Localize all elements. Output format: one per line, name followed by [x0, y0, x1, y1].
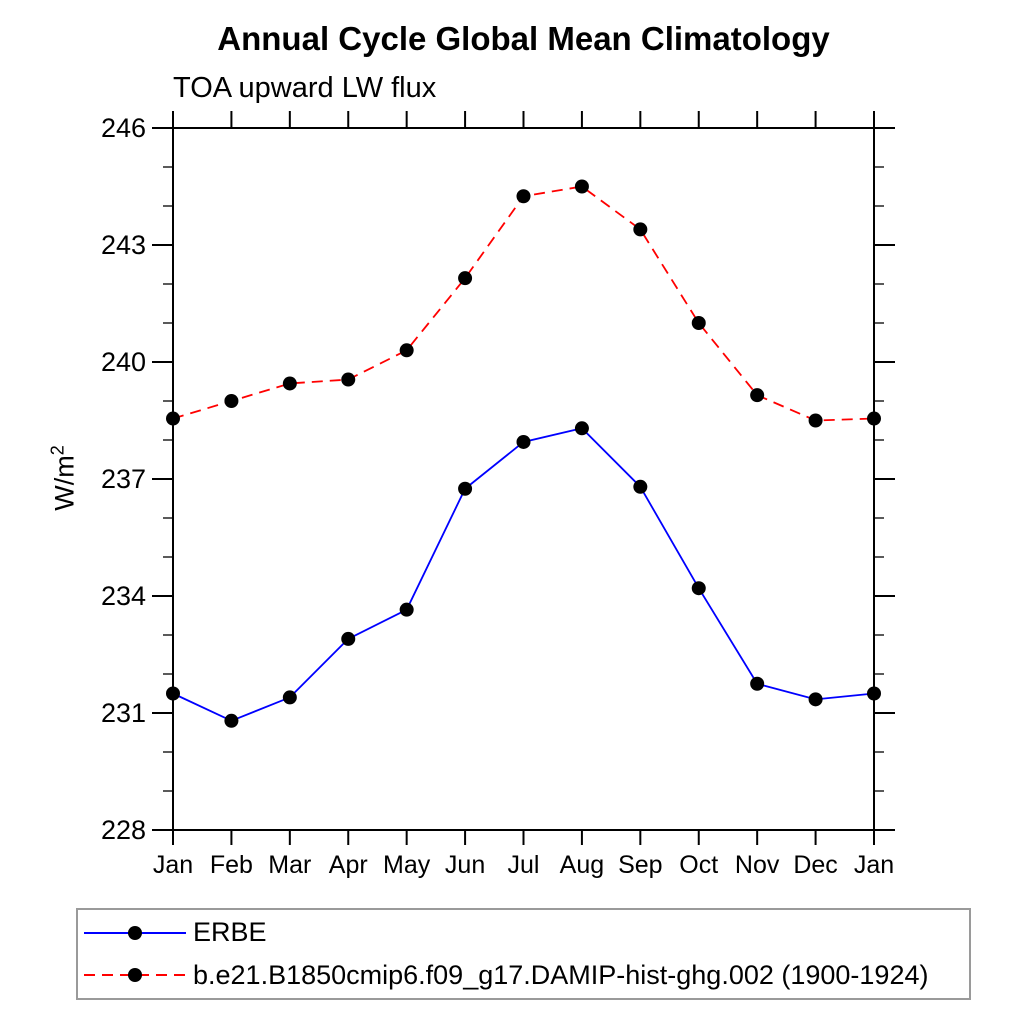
legend-dashed-line-sample — [84, 968, 186, 983]
legend-solid-line-sample — [84, 925, 186, 940]
data-point-damip-hist-ghg — [516, 189, 531, 204]
x-tick-label: Jan — [153, 851, 193, 879]
y-tick-label: 246 — [101, 113, 146, 143]
data-point-erbe — [574, 421, 589, 436]
data-point-erbe — [867, 686, 881, 701]
data-point-damip-hist-ghg — [574, 179, 589, 194]
x-tick-label: Jan — [854, 851, 894, 879]
x-tick-label: Sep — [618, 851, 662, 879]
y-tick-label: 243 — [101, 230, 146, 260]
legend-entry-damip-hist-ghg: b.e21.B1850cmip6.f09_g17.DAMIP-hist-ghg.… — [78, 955, 969, 995]
x-tick-label: Apr — [329, 851, 368, 879]
data-point-damip-hist-ghg — [808, 413, 823, 428]
data-point-damip-hist-ghg — [166, 411, 180, 426]
data-point-erbe — [399, 602, 414, 617]
x-tick-label: Jun — [445, 851, 485, 879]
x-tick-label: Oct — [679, 851, 718, 879]
y-tick-label: 240 — [101, 347, 146, 377]
data-point-damip-hist-ghg — [867, 411, 881, 426]
legend-marker-dot — [128, 925, 142, 940]
x-tick-label: Dec — [793, 851, 837, 879]
data-point-erbe — [224, 713, 239, 728]
data-point-erbe — [166, 686, 180, 701]
x-tick-label: Mar — [268, 851, 311, 879]
series-line-erbe — [172, 427, 875, 722]
data-point-erbe — [341, 631, 356, 646]
x-tick-label: Nov — [735, 851, 780, 879]
data-point-erbe — [516, 434, 531, 449]
legend-label-damip-hist-ghg: b.e21.B1850cmip6.f09_g17.DAMIP-hist-ghg.… — [193, 959, 929, 990]
plot-frame — [172, 127, 875, 831]
x-tick-label: May — [383, 851, 431, 879]
y-tick-label: 237 — [101, 464, 146, 494]
legend-entry-erbe: ERBE — [78, 913, 969, 953]
series-line-damip-hist-ghg — [172, 185, 875, 422]
x-tick-label: Feb — [210, 851, 253, 879]
data-point-damip-hist-ghg — [633, 222, 648, 237]
chart-subtitle: TOA upward LW flux — [173, 72, 437, 104]
legend-marker-dot — [128, 968, 142, 983]
data-point-erbe — [691, 581, 706, 596]
data-point-damip-hist-ghg — [750, 388, 765, 403]
chart-title: Annual Cycle Global Mean Climatology — [217, 20, 830, 57]
legend-label-erbe: ERBE — [193, 917, 267, 948]
data-point-erbe — [282, 690, 297, 705]
y-tick-label: 231 — [101, 698, 146, 728]
legend: ERBE b.e21.B1850cmip6.f09_g17.DAMIP-hist… — [76, 908, 971, 1000]
data-point-damip-hist-ghg — [399, 343, 414, 358]
data-point-damip-hist-ghg — [691, 316, 706, 330]
data-point-damip-hist-ghg — [282, 376, 297, 391]
data-point-erbe — [808, 692, 823, 707]
data-point-damip-hist-ghg — [341, 372, 356, 387]
data-point-erbe — [633, 479, 648, 494]
data-point-damip-hist-ghg — [224, 394, 239, 408]
y-tick-label: 228 — [101, 815, 146, 845]
data-point-damip-hist-ghg — [458, 271, 473, 286]
data-point-erbe — [750, 676, 765, 691]
data-point-erbe — [458, 481, 473, 496]
x-tick-label: Aug — [560, 851, 604, 879]
y-tick-label: 234 — [101, 581, 146, 611]
x-tick-label: Jul — [508, 851, 540, 879]
